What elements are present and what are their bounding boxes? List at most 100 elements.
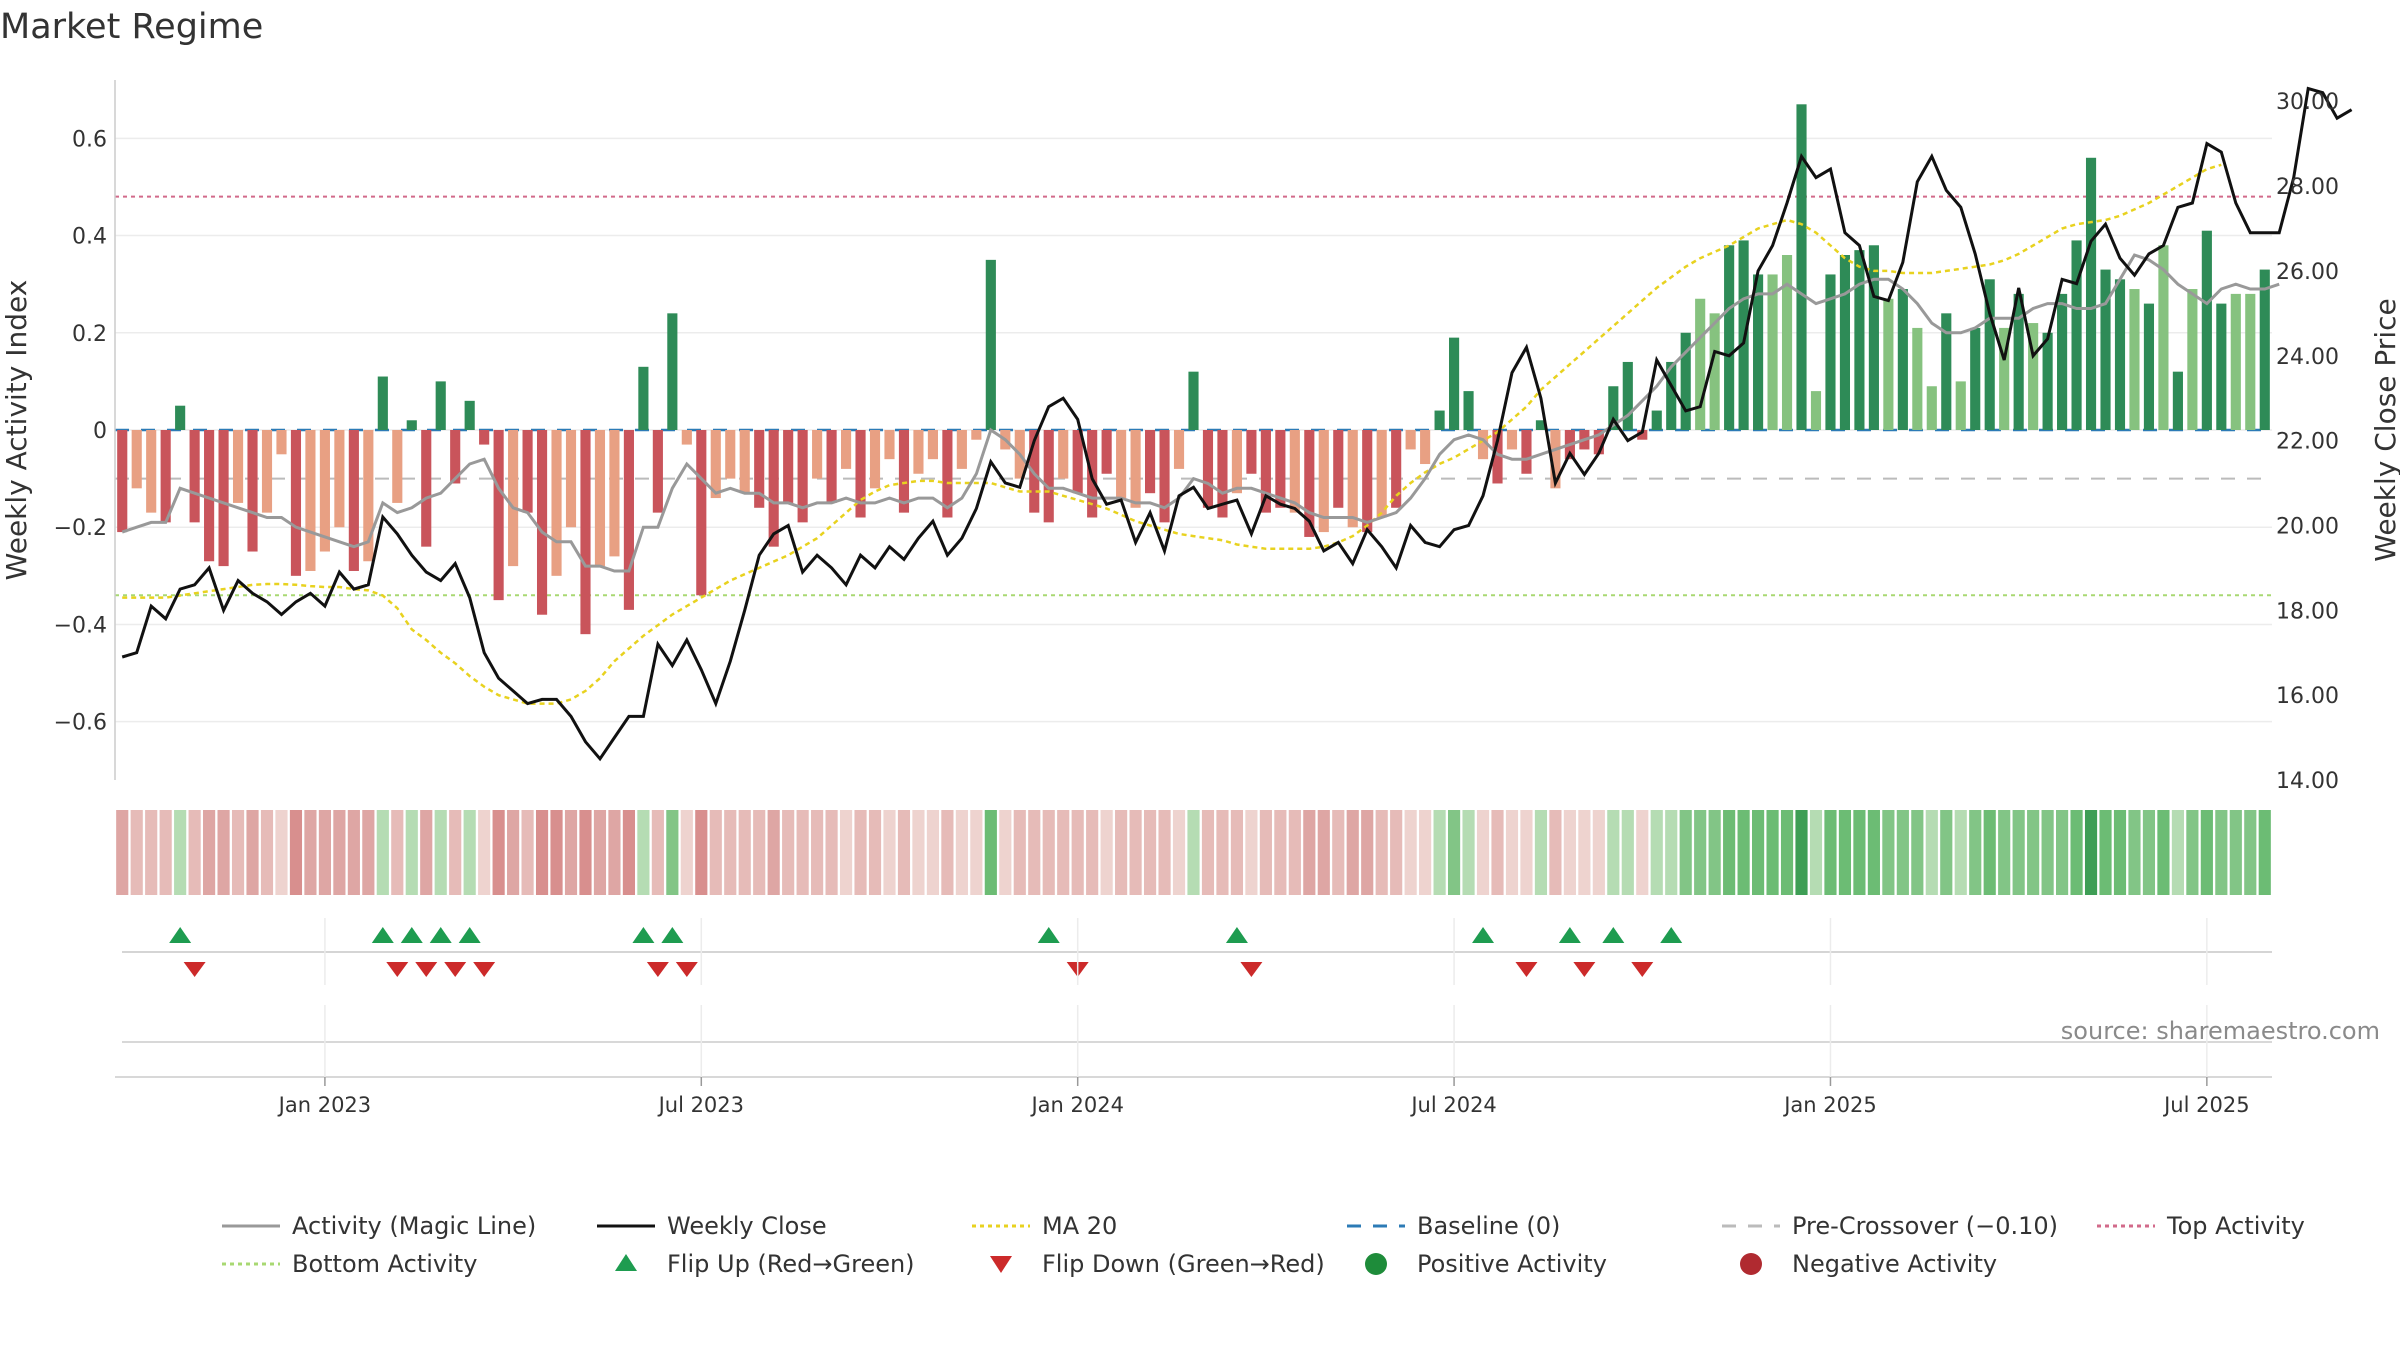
activity-bar-109 [1695,298,1706,430]
legend-label-9: Positive Activity [1417,1250,1607,1278]
activity-bar-32 [580,430,591,635]
legend-swatch-9 [1365,1253,1387,1275]
flip-down-marker-8 [1240,962,1263,977]
heat-cell-26 [492,810,505,895]
legend-label-6: Bottom Activity [292,1250,477,1278]
activity-bar-5 [189,430,200,523]
heat-cell-96 [1505,810,1519,895]
activity-bar-48 [812,430,823,479]
activity-bar-18 [377,376,388,430]
flip-down-marker-11 [1631,962,1654,977]
activity-bar-134 [2057,293,2068,430]
heat-cell-104 [1621,810,1634,895]
heat-cell-133 [2041,810,2054,895]
activity-bar-86 [1362,430,1373,533]
legend-item-8: Flip Down (Green→Red) [990,1250,1325,1278]
activity-bar-40 [696,430,707,596]
legend-label-8: Flip Down (Green→Red) [1042,1250,1325,1278]
heat-cell-108 [1679,810,1692,895]
heat-cell-148 [2258,810,2271,895]
heat-cell-4 [174,810,187,895]
heat-cell-20 [405,810,418,895]
activity-bar-45 [768,430,779,547]
activity-bar-90 [1420,430,1431,465]
activity-bar-103 [1608,386,1619,430]
activity-bar-36 [638,366,649,430]
activity-bar-83 [1318,430,1329,533]
heat-cell-99 [1549,810,1562,895]
legend-label-10: Negative Activity [1792,1250,1997,1278]
heat-cell-57 [941,810,954,895]
heat-cell-75 [1201,810,1215,895]
activity-bar-133 [2042,332,2053,430]
heat-cell-121 [1867,810,1880,895]
activity-bar-21 [421,430,432,547]
activity-bar-33 [594,430,606,567]
heat-cell-22 [434,810,447,895]
activity-bar-142 [2172,371,2183,430]
legend-swatch-7 [615,1254,637,1271]
activity-bar-47 [797,430,808,523]
heat-cell-60 [984,810,997,895]
heat-cell-18 [376,810,389,895]
activity-bar-66 [1072,430,1083,494]
activity-bar-13 [305,430,316,571]
heat-cell-52 [868,810,882,895]
flip-down-marker-2 [415,962,438,977]
heat-cell-39 [680,810,693,895]
activity-bar-20 [406,420,417,430]
activity-bar-141 [2158,245,2169,430]
activity-bar-23 [450,430,461,484]
y-left-tick-label-2: 0.2 [72,322,107,347]
activity-bar-79 [1260,430,1271,513]
heat-cell-71 [1143,810,1157,895]
activity-bar-81 [1289,430,1300,513]
activity-bar-88 [1391,430,1402,508]
activity-bar-93 [1463,391,1474,430]
heat-cell-117 [1809,810,1823,895]
activity-bar-53 [884,430,895,460]
heat-cell-127 [1954,810,1967,895]
legend-swatch-10 [1740,1253,1762,1275]
y-right-tick-label-8: 14.00 [2276,769,2339,794]
legend-label-0: Activity (Magic Line) [292,1212,536,1240]
heat-cell-92 [1447,810,1461,895]
activity-bar-130 [1999,327,2010,430]
activity-bar-92 [1449,337,1460,430]
regime-heat-strip [116,810,2271,895]
activity-bar-129 [1984,279,1995,430]
heat-cell-91 [1433,810,1446,895]
heat-cell-80 [1274,810,1287,895]
flip-down-marker-4 [473,962,496,977]
magic-line [121,253,2280,573]
heat-cell-128 [1969,810,1982,895]
heat-cell-21 [420,810,433,895]
heat-cell-61 [999,810,1012,895]
activity-bar-105 [1637,430,1648,440]
activity-bar-126 [1941,313,1952,430]
activity-bar-135 [2071,240,2082,430]
heat-cell-94 [1476,810,1490,895]
y-axis-right-label: Weekly Close Price [2369,298,2400,561]
activity-bar-104 [1622,361,1633,430]
heat-cell-68 [1100,810,1113,895]
activity-bar-24 [464,400,475,430]
flip-up-marker-5 [632,927,655,943]
heat-cell-100 [1563,810,1576,895]
heat-cell-85 [1346,810,1359,895]
activity-bar-113 [1753,274,1764,430]
heat-cell-37 [651,810,664,895]
heat-cell-40 [695,810,708,895]
activity-bar-124 [1912,327,1923,430]
heat-cell-15 [333,810,346,895]
activity-bar-111 [1724,245,1735,430]
heat-cell-43 [738,810,751,895]
heat-cell-33 [593,810,607,895]
heat-cell-58 [955,810,968,895]
legend-item-6: Bottom Activity [222,1250,477,1278]
activity-bar-34 [609,430,620,557]
heat-cell-138 [2113,810,2127,895]
activity-bar-26 [493,430,504,601]
activity-bar-143 [2187,289,2198,430]
y-left-tick-label-3: 0 [93,419,107,444]
